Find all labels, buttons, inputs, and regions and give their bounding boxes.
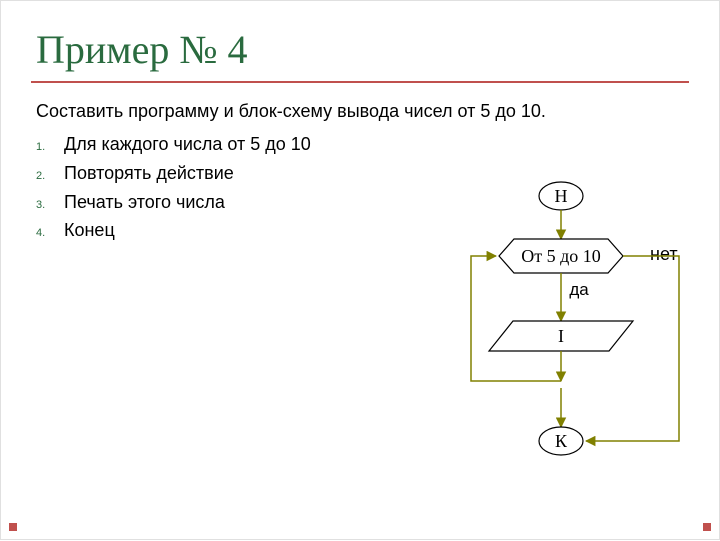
list-num: 1.	[36, 139, 64, 157]
list-item: 2. Повторять действие	[36, 159, 719, 188]
list-item: 3. Печать этого числа	[36, 188, 719, 217]
svg-text:От 5 до 10: От 5 до 10	[521, 246, 601, 266]
list-num: 3.	[36, 197, 64, 215]
svg-text:К: К	[555, 431, 568, 451]
intro-text: Составить программу и блок-схему вывода …	[1, 101, 719, 130]
list-text: Печать этого числа	[64, 188, 225, 217]
title-underline	[31, 81, 689, 83]
svg-text:нет: нет	[650, 244, 678, 264]
steps-list: 1. Для каждого числа от 5 до 10 2. Повто…	[1, 130, 719, 245]
list-text: Повторять действие	[64, 159, 234, 188]
corner-decoration	[9, 523, 17, 531]
list-num: 4.	[36, 225, 64, 243]
list-item: 4. Конец	[36, 216, 719, 245]
list-item: 1. Для каждого числа от 5 до 10	[36, 130, 719, 159]
list-num: 2.	[36, 168, 64, 186]
list-text: Для каждого числа от 5 до 10	[64, 130, 311, 159]
page-title: Пример № 4	[1, 1, 719, 81]
svg-text:да: да	[569, 280, 589, 299]
corner-decoration	[703, 523, 711, 531]
svg-text:I: I	[558, 326, 564, 346]
list-text: Конец	[64, 216, 115, 245]
